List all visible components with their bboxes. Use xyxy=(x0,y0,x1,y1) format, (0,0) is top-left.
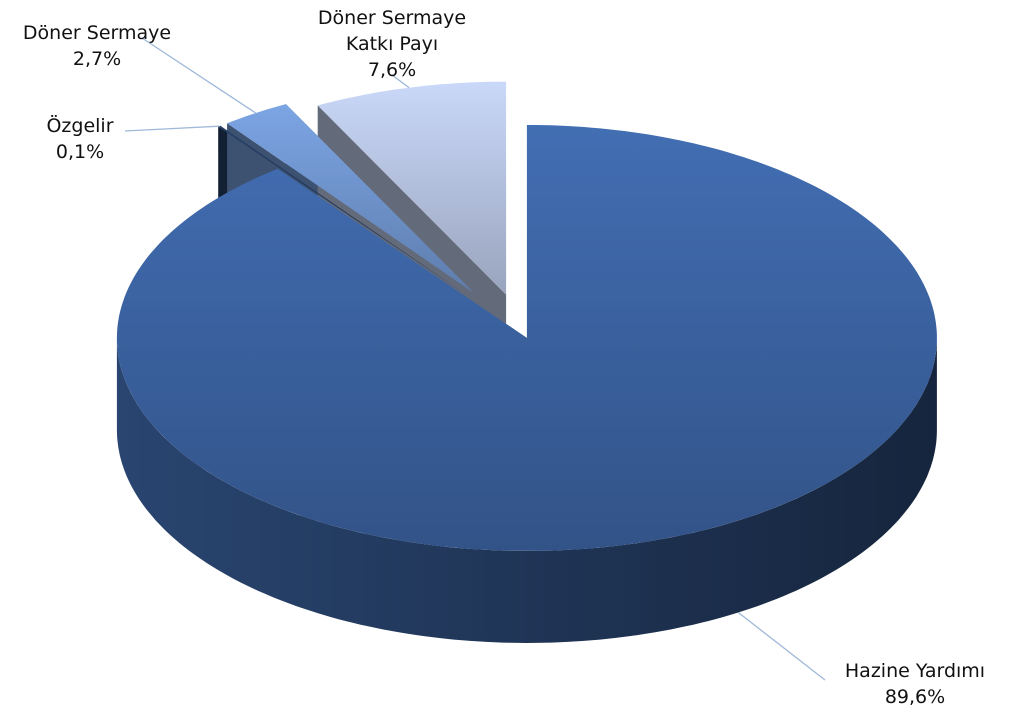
walls xyxy=(116,338,937,643)
data-label: Hazine Yardımı 89,6% xyxy=(845,658,985,710)
label-value: 2,7% xyxy=(72,48,122,70)
label-name: Özgelir xyxy=(46,115,114,137)
data-label: Döner Sermaye Katkı Payı 7,6% xyxy=(302,5,482,83)
label-name: Döner Sermaye xyxy=(22,22,172,44)
tops xyxy=(116,81,937,551)
leader-line xyxy=(737,611,826,681)
label-name: Döner Sermaye Katkı Payı xyxy=(317,7,467,55)
leaders xyxy=(124,37,826,681)
leader-line xyxy=(391,74,410,89)
slice xyxy=(227,104,475,294)
leader-line xyxy=(141,37,257,114)
label-name: Hazine Yardımı xyxy=(844,660,986,682)
slice-wall xyxy=(116,338,937,643)
slice xyxy=(317,81,507,295)
label-value: 89,6% xyxy=(884,686,946,708)
slice xyxy=(218,125,468,296)
data-label: Özgelir 0,1% xyxy=(46,113,113,165)
label-value: 0,1% xyxy=(55,141,105,163)
label-value: 7,6% xyxy=(367,59,417,81)
data-label: Döner Sermaye 2,7% xyxy=(23,20,171,72)
leader-line xyxy=(124,125,220,132)
slice xyxy=(116,125,937,551)
